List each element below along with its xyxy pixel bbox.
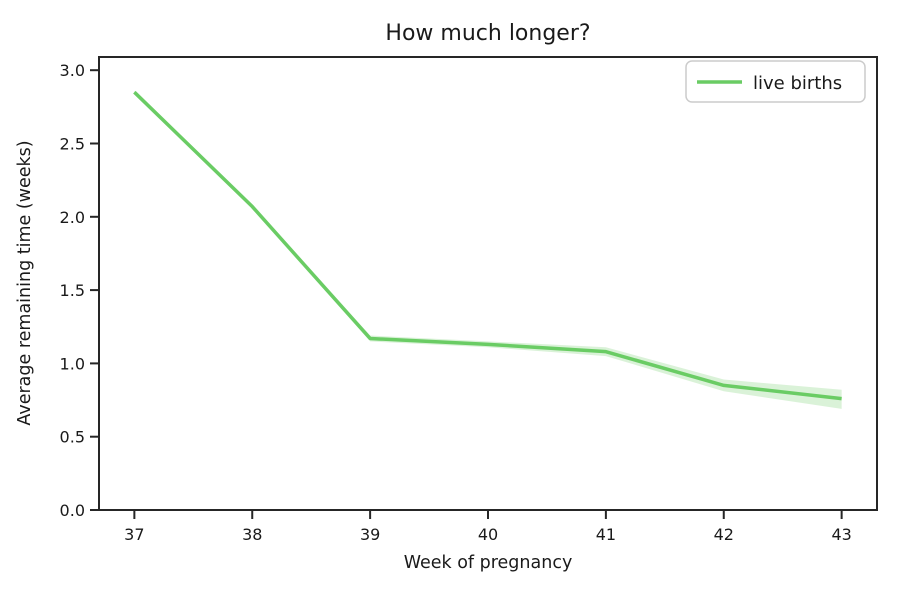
- legend-box: [685, 60, 866, 103]
- y-tick-label: 1.5: [60, 281, 85, 300]
- y-tick-label: 2.0: [60, 208, 85, 227]
- x-tick-label: 43: [831, 525, 851, 544]
- chart-title: How much longer?: [385, 21, 590, 46]
- x-tick-label: 39: [360, 525, 380, 544]
- tick-layer: 37 38 39 40 41 42 43 0.0 0.5 1.0 1.5 2.0 2.5 3.0: [60, 61, 852, 544]
- x-tick-label: 37: [124, 525, 144, 544]
- y-tick-label: 2.5: [60, 134, 85, 153]
- x-tick-label: 42: [714, 525, 734, 544]
- plot-area-spines: [98, 56, 878, 511]
- x-tick-label: 40: [478, 525, 498, 544]
- y-tick-label: 0.0: [60, 501, 85, 520]
- data-line-layer: [133, 90, 842, 401]
- legend: live births: [685, 60, 866, 103]
- y-tick-label: 1.0: [60, 354, 85, 373]
- legend-label: live births: [753, 73, 842, 94]
- y-tick-label: 0.5: [60, 428, 85, 447]
- y-tick-label: 3.0: [60, 61, 85, 80]
- confidence-band: [134, 90, 842, 409]
- y-axis-label: Average remaining time (weeks): [15, 140, 35, 425]
- data-line: [133, 90, 842, 401]
- x-axis-label: Week of pregnancy: [404, 553, 573, 573]
- confidence-band-layer: [134, 90, 842, 409]
- x-tick-label: 38: [242, 525, 262, 544]
- x-tick-label: 41: [596, 525, 616, 544]
